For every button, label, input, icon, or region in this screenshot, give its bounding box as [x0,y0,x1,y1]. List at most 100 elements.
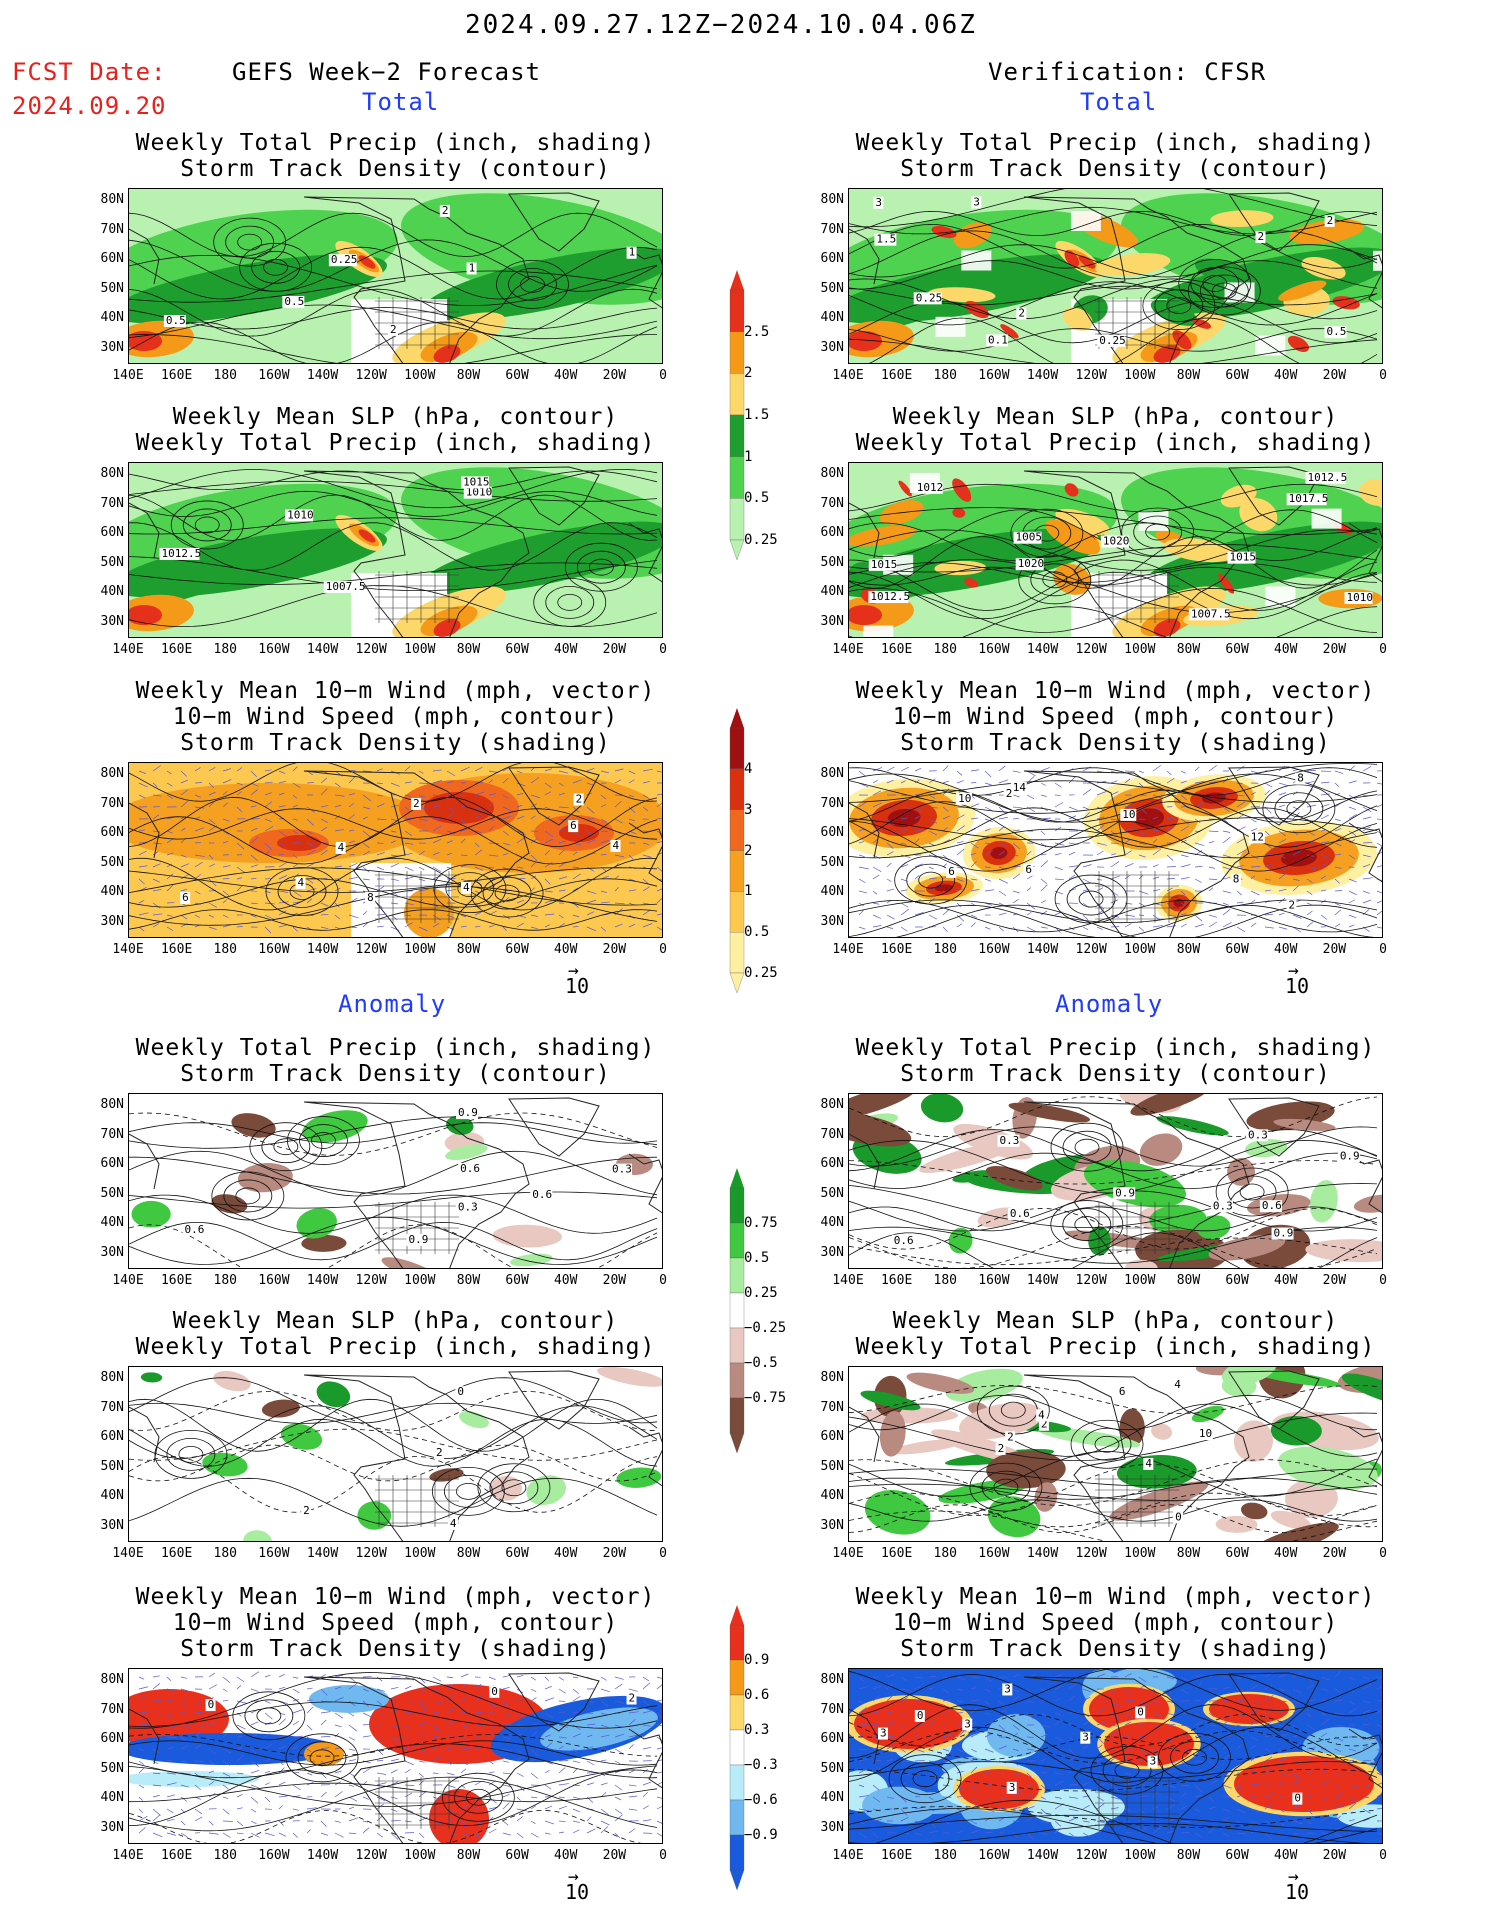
contour-label: 2 [1255,230,1266,243]
svg-text:1015: 1015 [1229,551,1256,564]
lat-label: 30N [100,1517,124,1533]
panel-title-r4-c2-line2: Storm Track Density (contour) [900,1061,1331,1087]
lat-label: 60N [100,1429,124,1444]
svg-text:0.9: 0.9 [1115,1186,1135,1199]
lon-label: 100W [1124,1546,1156,1561]
lon-label: 20W [602,368,627,383]
svg-text:4: 4 [298,876,305,889]
lon-label: 0 [659,942,667,957]
lat-label: 70N [100,795,124,811]
svg-text:6: 6 [1025,863,1032,876]
svg-text:14: 14 [1013,781,1027,794]
map-panel-r6-c2: 3 0 3 3 3 0 3 3 0 [848,1668,1383,1844]
lon-label: 120W [1075,1546,1107,1561]
lat-label: 40N [820,1215,844,1230]
contour-label: 0.6 [182,1223,205,1237]
panel-title-r6-c2-line3: Storm Track Density (shading) [900,1636,1331,1662]
lon-label: 60W [505,1273,529,1288]
lon-label: 140E [832,1546,864,1561]
svg-text:0.3: 0.3 [1000,1134,1020,1147]
contour-label: 0.3 [1210,1199,1233,1213]
panel-title-r2-c1-line2: Weekly Total Precip (inch, shading) [135,430,656,456]
lat-label: 60N [100,1731,124,1746]
contour-label: 8 [365,891,376,904]
lon-label: 20W [1322,1273,1347,1288]
lon-label: 160W [258,368,290,383]
lon-label: 60W [505,368,529,383]
lon-label: 140E [832,1848,864,1863]
svg-text:4: 4 [1145,1457,1152,1470]
panel-title-r2-c2-line1: Weekly Mean SLP (hPa, contour) [892,404,1339,430]
contour-label: 0.1 [986,333,1009,347]
contour-label: 1 [626,246,637,259]
map-panel-r6-c1: 2 0 0 [128,1668,663,1844]
vector-reference-value: 10 [565,974,590,998]
lat-label: 40N [820,584,844,599]
lon-label: 100W [1124,1273,1156,1288]
svg-text:2: 2 [576,792,583,805]
lat-label: 60N [820,1156,844,1171]
lon-label: 180 [213,1546,238,1561]
colorbar-label: 0.9 [744,1652,770,1668]
lon-label: 120W [355,642,387,657]
svg-text:1: 1 [469,261,476,274]
map-panel-r5-c1: 2 2 4 0 [128,1366,663,1542]
lon-label: 0 [1379,942,1387,957]
colorbar-label: −0.5 [744,1355,778,1371]
panel-title-r3-c1-line1: Weekly Mean 10−m Wind (mph, vector) [135,678,656,704]
svg-text:0.9: 0.9 [409,1233,429,1246]
lon-label: 40W [1273,1848,1298,1863]
lat-label: 30N [100,913,124,929]
colorbar-label: −0.25 [744,1320,787,1336]
svg-text:3: 3 [1150,1755,1157,1768]
lat-label: 40N [820,310,844,325]
lat-label: 30N [100,1819,124,1835]
svg-text:3: 3 [880,1727,887,1740]
contour-label: 3 [971,195,982,209]
lat-label: 70N [820,1399,844,1415]
contour-label: 2 [1286,899,1297,912]
lat-label: 80N [100,1370,124,1385]
svg-text:0.9: 0.9 [458,1106,478,1119]
contour-label: 0 [455,1385,466,1399]
lon-label: 100W [404,1273,436,1288]
svg-text:0.3: 0.3 [1213,1199,1233,1212]
panel-title-r6-c1-line3: Storm Track Density (shading) [180,1636,611,1662]
colorbar-label: 0.6 [744,1687,770,1703]
lon-label: 0 [1379,368,1387,383]
contour-label: 4 [1172,1378,1183,1392]
lon-label: 20W [602,1546,627,1561]
map-panel-r2-c1: 1010 1012.5 1007.5 1010 1015 [128,462,663,638]
svg-text:0.1: 0.1 [988,333,1008,346]
contour-label: 2 [1016,307,1027,320]
lat-label: 30N [820,339,844,355]
lon-label: 160W [978,942,1010,957]
svg-text:0.5: 0.5 [1327,325,1347,338]
contour-label: 3 [962,1718,973,1731]
contour-label: 0 [914,1709,925,1722]
svg-text:0.6: 0.6 [894,1234,914,1247]
lon-label: 60W [1225,1848,1249,1863]
contour-label: 3 [1002,1682,1013,1696]
lat-label: 40N [100,1215,124,1230]
svg-text:10: 10 [1122,808,1135,821]
lon-label: 160E [880,1848,913,1863]
lat-label: 60N [820,525,844,540]
lon-label: 20W [602,1273,627,1288]
svg-text:0.6: 0.6 [532,1188,552,1201]
lon-label: 160E [880,1546,913,1561]
lon-label: 60W [1225,1546,1249,1561]
lon-label: 100W [404,942,436,957]
contour-label: 2 [387,323,398,336]
contour-label: 0.3 [997,1134,1020,1147]
svg-text:2: 2 [1258,230,1265,243]
svg-text:0.3: 0.3 [458,1200,478,1213]
contour-label: 4 [447,1517,458,1530]
lon-label: 80W [1176,368,1201,383]
contour-label: 1012.5 [1305,471,1347,484]
svg-text:0: 0 [917,1709,924,1722]
lon-label: 140W [1026,1546,1059,1561]
svg-text:0: 0 [1137,1705,1144,1718]
contour-label: 1012 [914,481,943,494]
colorbar-anom_track [722,1605,752,1891]
